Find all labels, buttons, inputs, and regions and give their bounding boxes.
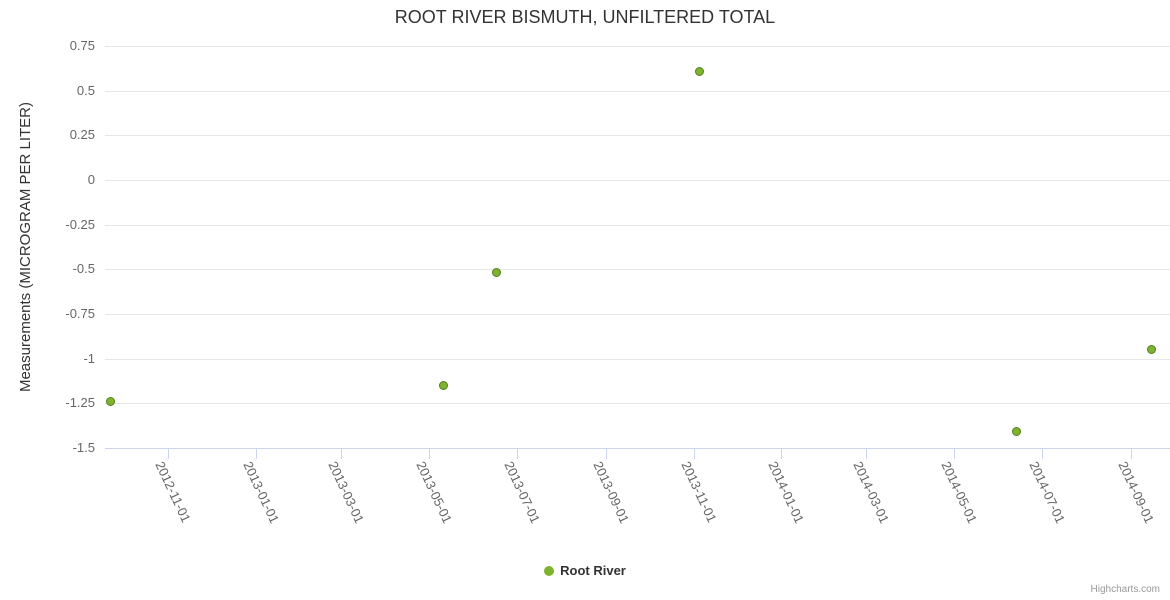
gridline (105, 403, 1170, 405)
data-point[interactable] (1011, 427, 1021, 437)
gridline (105, 46, 1170, 47)
gridline (105, 135, 1170, 137)
x-axis-tick (605, 449, 607, 459)
y-axis-label: 0.75 (69, 38, 95, 53)
y-axis-label: -1 (83, 350, 95, 366)
y-axis-label: -0.75 (65, 306, 95, 321)
x-axis-label: 2014-09-01 (1115, 459, 1158, 526)
x-axis-label: 2013-09-01 (590, 459, 632, 526)
y-axis-label: 0.25 (69, 127, 95, 143)
x-axis-tick (516, 449, 518, 459)
x-axis-label: 2013-01-01 (240, 459, 283, 526)
x-axis-line (105, 448, 1170, 449)
gridline (105, 90, 1170, 92)
x-axis-tick (693, 449, 695, 459)
legend-label: Root River (560, 563, 626, 578)
data-point[interactable] (438, 380, 448, 390)
data-point[interactable] (694, 66, 704, 76)
x-axis-label: 2012-11-01 (152, 459, 195, 525)
x-axis-tick (428, 449, 430, 459)
gridline (105, 358, 1170, 360)
y-axis-label: -1.25 (65, 395, 95, 411)
data-point[interactable] (106, 397, 116, 407)
plot-area (105, 46, 1170, 449)
x-axis-label: 2013-11-01 (678, 459, 720, 525)
data-point[interactable] (1146, 345, 1156, 355)
x-axis-label: 2014-07-01 (1026, 459, 1069, 526)
data-point[interactable] (491, 268, 501, 278)
chart-title: ROOT RIVER BISMUTH, UNFILTERED TOTAL (394, 7, 776, 27)
x-axis-tick (341, 449, 343, 459)
y-axis-label: -1.5 (72, 440, 95, 455)
x-axis-label: 2014-05-01 (938, 459, 981, 526)
x-axis-tick (1041, 449, 1043, 459)
gridline (105, 269, 1170, 271)
x-axis-tick (866, 449, 868, 459)
x-axis-tick (256, 449, 258, 459)
y-axis-title: Measurements (MICROGRAM PER LITER) (17, 101, 34, 393)
legend-marker-icon (544, 565, 555, 576)
highcharts-credit-link[interactable]: Highcharts.com (1090, 584, 1160, 595)
gridline (105, 224, 1170, 226)
x-axis-label: 2013-05-01 (413, 459, 455, 526)
x-axis-label: 2013-03-01 (325, 459, 368, 526)
x-axis-label: 2013-07-01 (500, 459, 543, 526)
y-axis-label: 0 (87, 172, 95, 187)
gridline (105, 314, 1170, 315)
x-axis-tick (954, 449, 956, 459)
legend-item-root-river[interactable]: Root River (0, 563, 1170, 578)
x-axis-tick (781, 449, 783, 459)
x-axis-label: 2014-01-01 (765, 459, 808, 526)
y-axis-label: -0.5 (72, 261, 95, 277)
gridline (105, 180, 1170, 181)
y-axis-label: -0.25 (65, 216, 95, 232)
y-axis-label: 0.5 (76, 82, 95, 98)
x-axis-tick (168, 449, 170, 459)
x-axis-tick (1131, 449, 1133, 459)
x-axis-label: 2014-03-01 (850, 459, 893, 526)
